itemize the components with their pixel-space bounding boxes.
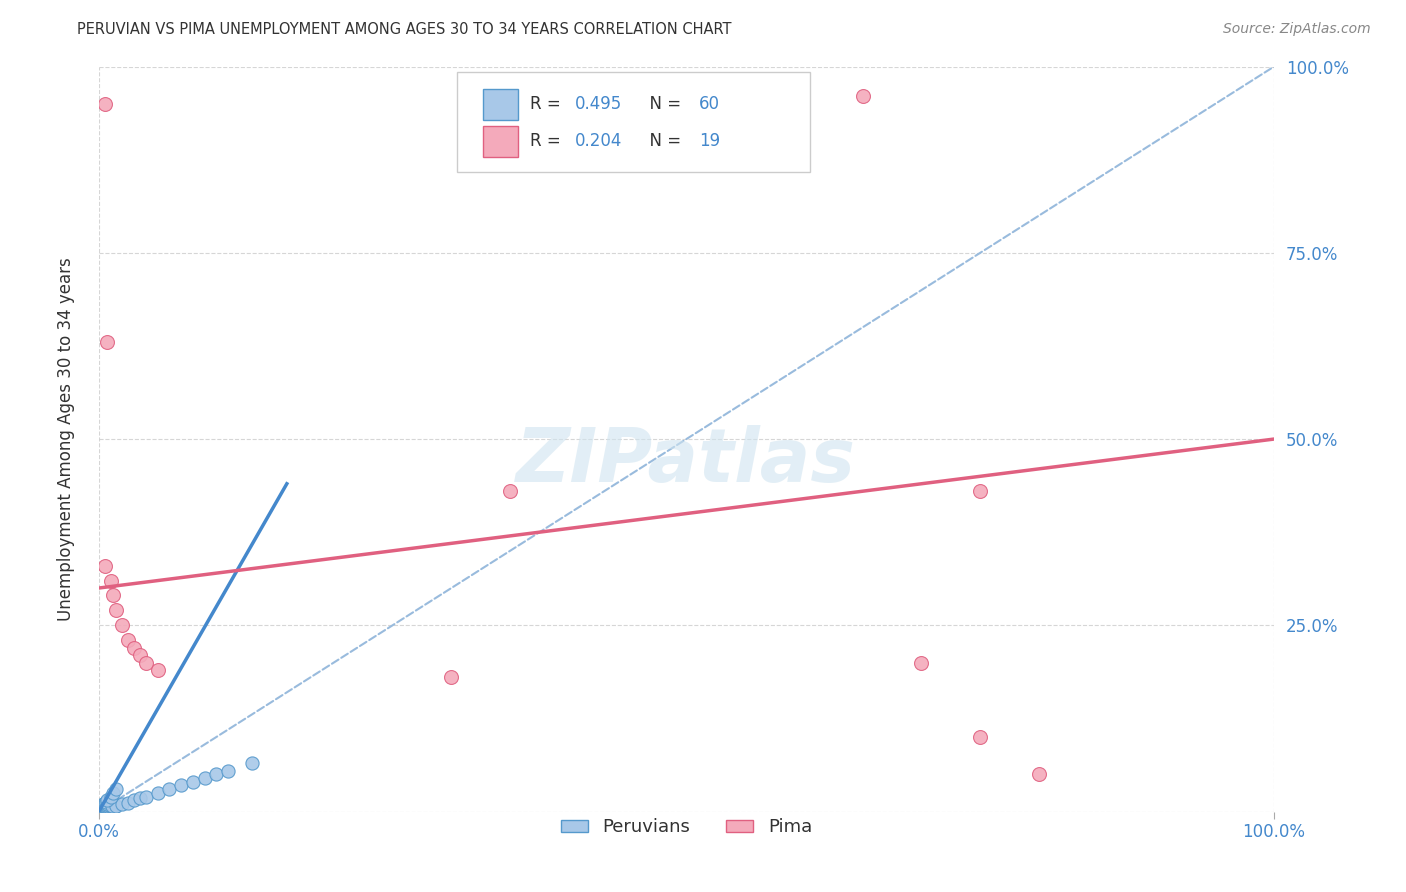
Text: Source: ZipAtlas.com: Source: ZipAtlas.com: [1223, 22, 1371, 37]
Point: [129, 791, 152, 805]
Point: [122, 793, 145, 807]
Point: [93, 558, 115, 573]
Text: PERUVIAN VS PIMA UNEMPLOYMENT AMONG AGES 30 TO 34 YEARS CORRELATION CHART: PERUVIAN VS PIMA UNEMPLOYMENT AMONG AGES…: [77, 22, 733, 37]
Point: [89, 801, 111, 815]
Point: [94, 797, 117, 812]
Point: [100, 574, 122, 588]
Point: [91, 801, 114, 815]
Point: [91, 803, 114, 817]
Point: [135, 656, 157, 670]
Point: [91, 800, 114, 814]
Point: [96, 793, 118, 807]
Point: [94, 802, 117, 816]
Point: [89, 802, 111, 816]
Point: [101, 786, 124, 800]
Point: [97, 802, 120, 816]
Point: [111, 797, 134, 811]
Point: [97, 801, 120, 815]
Point: [93, 797, 115, 811]
Text: R =: R =: [530, 95, 567, 113]
Point: [89, 804, 111, 818]
Text: N =: N =: [640, 132, 686, 150]
Point: [146, 663, 169, 677]
FancyBboxPatch shape: [484, 89, 519, 120]
Point: [1028, 767, 1050, 781]
Point: [94, 795, 117, 809]
Point: [910, 656, 932, 670]
Point: [89, 803, 111, 817]
Point: [122, 640, 145, 655]
Point: [240, 756, 263, 770]
Point: [100, 798, 122, 813]
Point: [101, 801, 124, 815]
Point: [93, 804, 115, 818]
Point: [100, 801, 122, 815]
Point: [91, 802, 114, 816]
Point: [93, 804, 115, 818]
Point: [93, 96, 115, 111]
Text: R =: R =: [530, 132, 567, 150]
Text: ZIPatlas: ZIPatlas: [516, 425, 856, 498]
Point: [96, 797, 118, 811]
Point: [499, 484, 522, 499]
Point: [90, 802, 112, 816]
FancyBboxPatch shape: [484, 126, 519, 158]
Point: [89, 801, 111, 815]
Point: [91, 798, 114, 813]
Point: [105, 782, 128, 797]
Point: [98, 800, 121, 814]
Point: [91, 797, 114, 812]
Text: 0.204: 0.204: [575, 132, 621, 150]
Text: N =: N =: [640, 95, 686, 113]
Point: [105, 603, 128, 617]
Point: [90, 800, 112, 814]
Point: [90, 804, 112, 818]
Point: [181, 774, 204, 789]
Text: 0.495: 0.495: [575, 95, 621, 113]
Point: [90, 799, 112, 814]
Point: [93, 798, 115, 813]
Point: [98, 802, 121, 816]
Point: [93, 802, 115, 816]
Point: [96, 801, 118, 815]
Point: [91, 804, 114, 818]
Point: [93, 799, 115, 814]
Point: [90, 801, 112, 815]
Point: [111, 618, 134, 632]
Point: [105, 799, 128, 814]
Point: [205, 767, 228, 781]
Point: [93, 796, 115, 810]
Point: [135, 789, 157, 804]
Point: [117, 633, 139, 648]
Text: 19: 19: [699, 132, 720, 150]
Point: [94, 803, 117, 817]
Point: [969, 730, 991, 744]
Point: [103, 800, 125, 814]
Point: [129, 648, 152, 662]
Point: [100, 789, 122, 804]
Y-axis label: Unemployment Among Ages 30 to 34 years: Unemployment Among Ages 30 to 34 years: [58, 257, 75, 621]
Point: [146, 786, 169, 800]
Point: [969, 484, 991, 499]
Point: [117, 796, 139, 810]
Point: [193, 771, 215, 785]
Point: [852, 89, 875, 103]
Point: [93, 803, 115, 817]
Point: [96, 803, 118, 817]
Point: [96, 335, 118, 350]
Text: 60: 60: [699, 95, 720, 113]
Point: [170, 779, 193, 793]
FancyBboxPatch shape: [457, 72, 810, 172]
Point: [157, 782, 180, 797]
Point: [440, 670, 463, 684]
Point: [100, 799, 122, 814]
Point: [101, 589, 124, 603]
Legend: Peruvians, Pima: Peruvians, Pima: [554, 811, 820, 844]
Point: [217, 764, 239, 778]
Point: [90, 803, 112, 817]
